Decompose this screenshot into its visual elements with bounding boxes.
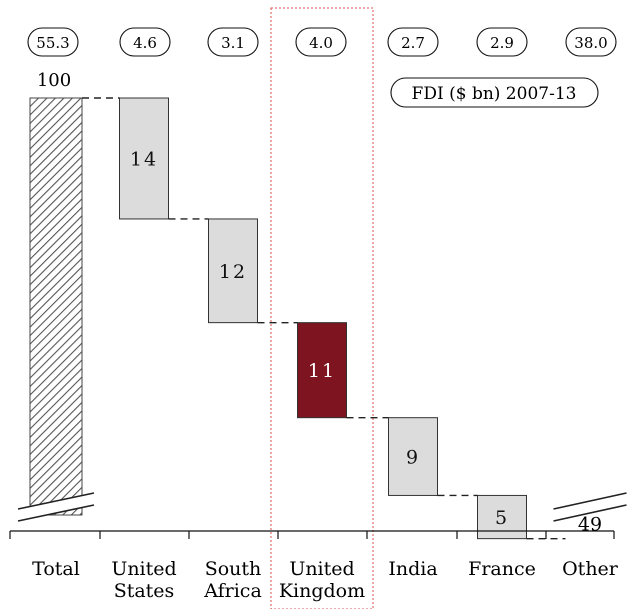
- data-label-step: 12: [219, 261, 247, 283]
- axis-break-gap: [18, 493, 94, 521]
- fdi-value: 2.7: [401, 34, 425, 52]
- axis-break-line: [553, 504, 627, 522]
- axis-break-line: [17, 504, 95, 522]
- fdi-pill: 2.9: [476, 27, 528, 57]
- data-label-step: 5: [495, 507, 509, 529]
- x-tick-label: South: [205, 558, 262, 580]
- legend-note-outline: [390, 77, 599, 108]
- fdi-pill: 4.6: [119, 27, 171, 57]
- bar-total: [29, 97, 83, 516]
- fdi-pill: 38.0: [565, 27, 617, 57]
- axis-break-line: [553, 492, 627, 510]
- data-label-step: 9: [406, 447, 420, 469]
- bar-step: [297, 322, 347, 419]
- bar-step: [388, 417, 438, 496]
- fdi-value: 55.3: [36, 34, 69, 52]
- fdi-pill-outline: [387, 27, 439, 57]
- fdi-pill-outline: [119, 27, 171, 57]
- bar-step: [119, 97, 169, 220]
- data-label-step: 14: [130, 148, 158, 170]
- x-tick-label: United: [111, 558, 176, 580]
- fdi-pill-outline: [565, 27, 617, 57]
- fdi-pill: 3.1: [207, 27, 259, 57]
- x-tick-label: France: [468, 558, 536, 580]
- legend-note: FDI ($ bn) 2007-13: [390, 77, 599, 108]
- x-tick-label: United: [289, 558, 354, 580]
- axis-break-line: [17, 492, 95, 510]
- fdi-pill-outline: [207, 27, 259, 57]
- fdi-value: 3.1: [221, 34, 245, 52]
- axis-break-other: [553, 492, 627, 522]
- fdi-pill-outline: [295, 27, 347, 57]
- x-tick-label: States: [114, 580, 175, 602]
- axis-break-gap: [553, 493, 627, 521]
- x-tick-label: Total: [32, 558, 80, 580]
- axis-break-total: [17, 492, 95, 522]
- fdi-pill: 4.0: [295, 27, 347, 57]
- x-tick-label: Kingdom: [279, 580, 365, 602]
- bar-step: [208, 218, 258, 324]
- fdi-pill-outline: [476, 27, 528, 57]
- fdi-value: 4.6: [133, 34, 157, 52]
- x-tick-label: India: [388, 558, 437, 580]
- data-label-other: 49: [578, 514, 602, 536]
- x-tick-label: Africa: [203, 580, 262, 602]
- x-tick-label: Other: [562, 558, 619, 580]
- legend-note-text: FDI ($ bn) 2007-13: [412, 84, 577, 104]
- fdi-pill: 2.7: [387, 27, 439, 57]
- fdi-pill-outline: [27, 27, 79, 57]
- fdi-value: 38.0: [574, 34, 607, 52]
- data-label-step: 11: [308, 360, 336, 382]
- data-label-total: 100: [37, 70, 71, 91]
- highlight-frame: [270, 7, 374, 609]
- fdi-pill: 55.3: [27, 27, 79, 57]
- fdi-value: 2.9: [490, 34, 514, 52]
- fdi-value: 4.0: [309, 34, 333, 52]
